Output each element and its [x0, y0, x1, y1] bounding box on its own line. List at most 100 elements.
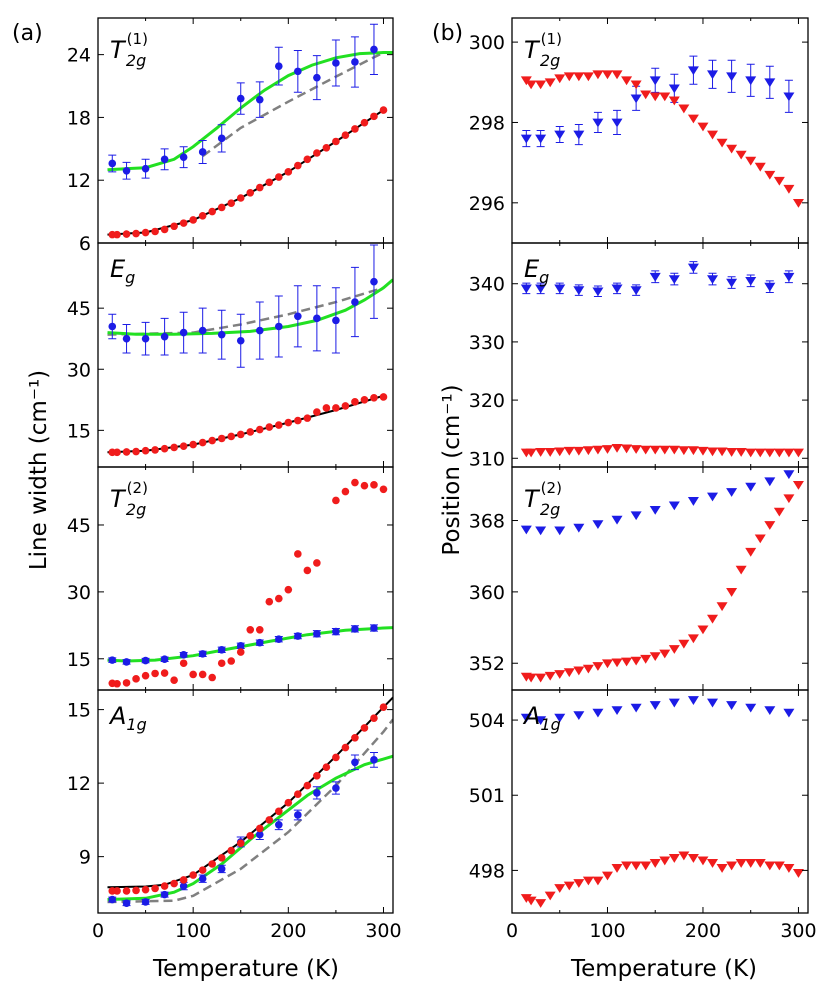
panel-b-Eg: 310 320 330 340 Eg — [469, 242, 809, 470]
data-point — [687, 696, 699, 705]
data-point — [303, 566, 312, 575]
data-point — [678, 851, 690, 861]
data-point — [783, 184, 795, 194]
data-point — [554, 284, 566, 294]
data-point — [707, 275, 719, 285]
axis-frame — [511, 242, 809, 468]
data-point — [313, 789, 321, 797]
data-point — [294, 416, 302, 425]
data-point — [255, 95, 264, 104]
y-tick-label: 320 — [469, 390, 505, 412]
data-point — [563, 446, 575, 456]
data-point — [265, 423, 274, 431]
data-point — [275, 322, 283, 331]
data-point — [535, 448, 547, 457]
data-point — [141, 885, 150, 894]
data-point — [563, 72, 575, 82]
data-point — [783, 470, 795, 480]
y-tick-label: 501 — [469, 785, 505, 807]
black-fit-curve — [107, 696, 393, 889]
data-point — [707, 447, 719, 457]
data-point — [592, 287, 604, 297]
data-point — [122, 658, 131, 666]
data-point — [611, 70, 623, 80]
data-point — [621, 657, 633, 667]
data-point — [535, 716, 547, 726]
data-point — [255, 830, 264, 839]
data-point — [313, 630, 321, 638]
data-point — [265, 816, 274, 824]
data-point — [170, 222, 178, 231]
plot-area — [107, 244, 393, 457]
data-point — [322, 143, 331, 152]
data-point — [554, 447, 566, 457]
data-point — [227, 199, 236, 208]
data-point — [687, 497, 699, 506]
data-point — [783, 448, 795, 458]
x-tick-label: 200 — [270, 920, 306, 942]
data-point — [370, 481, 378, 489]
data-point — [582, 72, 594, 82]
data-point — [122, 679, 131, 687]
data-point — [227, 657, 236, 665]
y-tick-label: 15 — [67, 649, 91, 671]
data-point — [745, 276, 757, 286]
data-point — [735, 150, 747, 160]
panel-b-T2g2: 352 360 368 T (2) 2g — [469, 466, 809, 691]
data-point — [735, 448, 747, 457]
data-point — [668, 84, 680, 94]
data-point — [179, 219, 188, 227]
data-point — [535, 284, 547, 294]
data-point — [649, 505, 661, 515]
data-point — [132, 447, 140, 456]
data-point — [535, 134, 547, 144]
data-point — [179, 882, 188, 890]
data-point — [341, 131, 350, 140]
data-point — [208, 207, 216, 216]
y-tick-label: 298 — [469, 112, 505, 134]
data-point — [668, 501, 680, 511]
data-point — [668, 96, 680, 106]
data-point — [592, 708, 604, 718]
data-point — [217, 865, 226, 873]
data-point — [783, 708, 795, 718]
data-point — [217, 646, 226, 654]
data-point — [573, 523, 585, 533]
y-tick-label: 352 — [469, 653, 505, 675]
data-point — [554, 130, 566, 140]
data-point — [535, 526, 547, 536]
data-point — [189, 440, 197, 449]
plot-area — [107, 696, 393, 907]
panel-label-b: (b) — [432, 21, 463, 46]
data-point — [351, 478, 359, 487]
data-point — [170, 443, 178, 452]
data-point — [284, 585, 293, 594]
data-point — [217, 330, 226, 339]
data-point — [303, 781, 312, 790]
data-point — [592, 662, 604, 671]
data-point — [160, 890, 169, 899]
data-point — [792, 869, 804, 878]
data-point — [525, 673, 537, 683]
data-point — [351, 58, 359, 66]
data-point — [573, 130, 585, 140]
black-fit-curve — [107, 109, 385, 236]
data-point — [160, 882, 169, 890]
data-point — [535, 673, 547, 683]
data-point — [360, 396, 369, 404]
data-point — [592, 445, 604, 455]
data-point — [208, 436, 216, 445]
data-point — [141, 446, 150, 455]
data-point — [592, 118, 604, 128]
y-tick-label: 310 — [469, 448, 505, 470]
y-tick-label: 12 — [67, 773, 91, 795]
data-point — [621, 444, 633, 454]
data-point — [745, 547, 757, 557]
data-point — [179, 328, 188, 337]
data-point — [754, 448, 766, 458]
data-point — [764, 170, 776, 180]
data-point — [370, 393, 378, 402]
data-point — [370, 277, 378, 286]
data-point — [236, 336, 245, 345]
data-point — [217, 203, 226, 212]
